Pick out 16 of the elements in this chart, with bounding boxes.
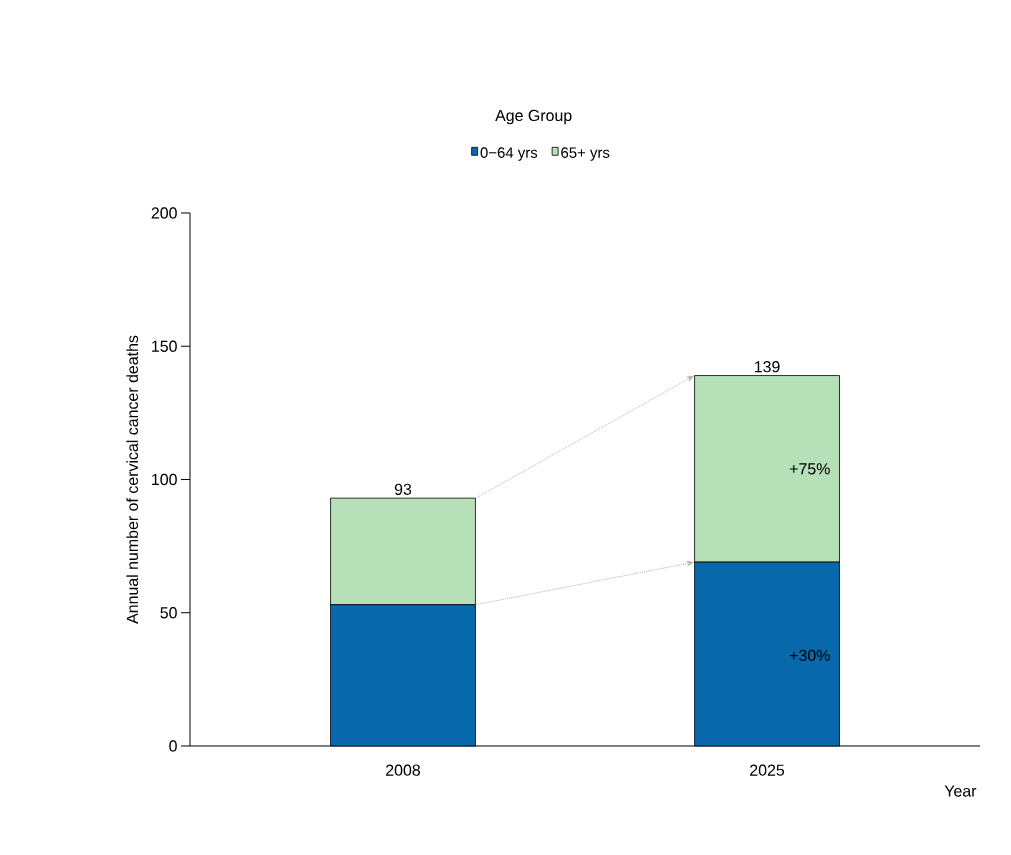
y-tick-label: 50 — [160, 607, 177, 619]
total-label: 139 — [754, 361, 780, 373]
y-tick-label: 100 — [152, 473, 177, 486]
legend-title: Age Group — [495, 109, 572, 125]
legend-label: 65+ yrs — [561, 147, 610, 161]
x-axis-title: Year — [944, 785, 977, 797]
annotation: +30% — [789, 649, 830, 662]
y-axis-title: Annual number of cervical cancer deaths — [126, 335, 139, 624]
y-tick-label: 0 — [169, 740, 177, 752]
x-tick-label: 2025 — [750, 764, 785, 776]
legend-label: 0−64 yrs — [480, 147, 538, 161]
x-tick-label: 2008 — [386, 764, 421, 776]
annotation: +75% — [789, 463, 830, 475]
y-tick-label: 150 — [152, 340, 177, 352]
y-tick-label: 200 — [151, 207, 177, 219]
total-label: 93 — [394, 483, 412, 495]
